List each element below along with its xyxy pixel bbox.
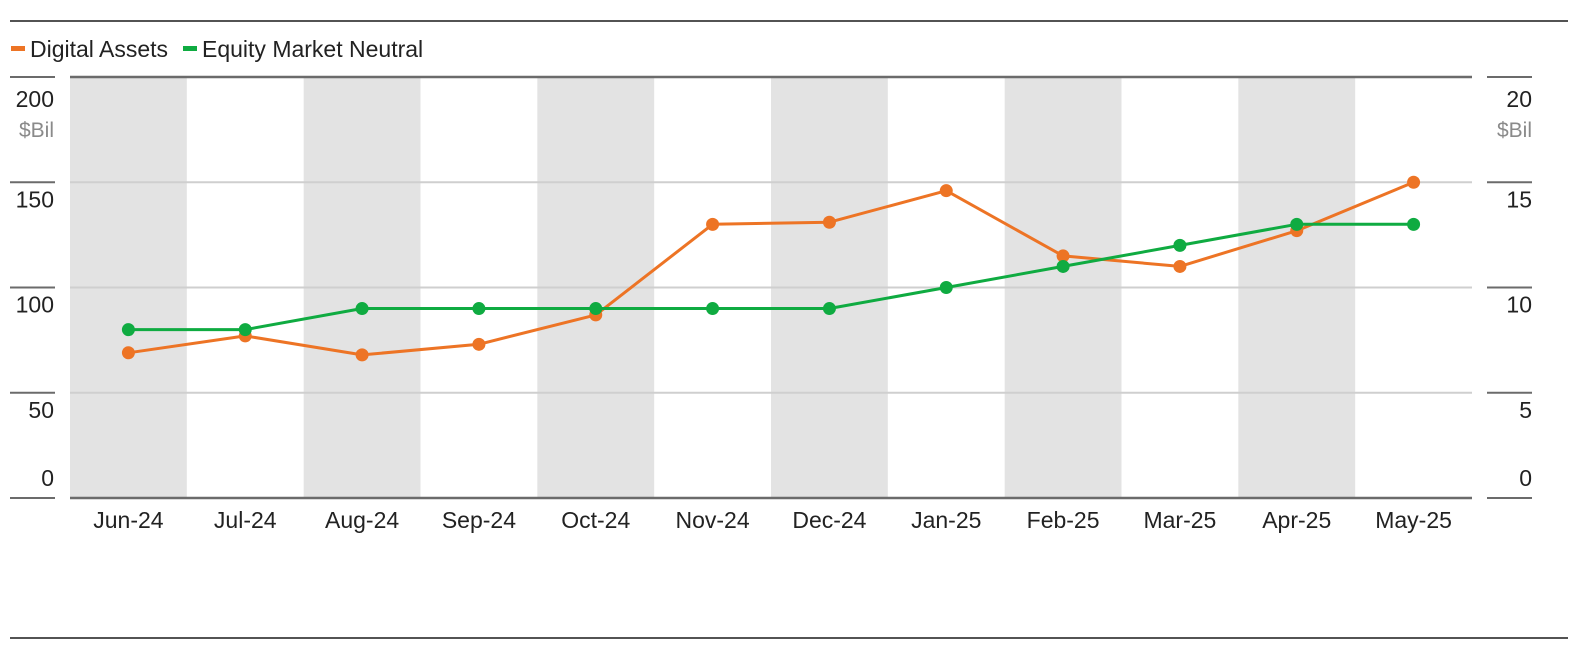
left-tick-label-50: 50	[28, 397, 54, 423]
series-points	[121, 175, 1421, 362]
legend: Digital Assets Equity Market Neutral	[11, 36, 423, 62]
data-point-equity-market-neutral-jul-24	[238, 323, 252, 337]
data-point-equity-market-neutral-may-25	[1407, 217, 1421, 231]
data-point-digital-assets-aug-24	[355, 348, 369, 362]
data-point-digital-assets-nov-24	[706, 217, 720, 231]
x-tick-label-jan-25: Jan-25	[911, 507, 981, 533]
right-tick-label-10: 10	[1506, 292, 1532, 318]
data-point-digital-assets-sep-24	[472, 337, 486, 351]
x-tick-label-sep-24: Sep-24	[442, 507, 516, 533]
x-tick-label-oct-24: Oct-24	[561, 507, 630, 533]
x-axis-tick-labels: Jun-24 Jul-24 Aug-24 Sep-24 Oct-24 Nov-24 Dec-…	[93, 507, 1452, 533]
data-point-digital-assets-jan-25	[939, 184, 953, 198]
frame-rules	[10, 20, 1568, 639]
data-point-equity-market-neutral-sep-24	[472, 302, 486, 316]
x-tick-label-dec-24: Dec-24	[792, 507, 866, 533]
series-line-digital-assets	[128, 180, 1415, 357]
data-point-equity-market-neutral-oct-24	[589, 302, 603, 316]
x-tick-label-feb-25: Feb-25	[1027, 507, 1100, 533]
left-tick-label-0: 0	[41, 465, 54, 491]
right-axis-tick-labels: $Bil 0 5 10 15 20	[1497, 86, 1532, 491]
data-point-equity-market-neutral-aug-24	[355, 302, 369, 316]
data-point-digital-assets-jun-24	[121, 346, 135, 360]
left-tick-label-100: 100	[16, 292, 54, 318]
legend-label-equity-market-neutral: Equity Market Neutral	[202, 36, 423, 62]
left-tick-label-200: 200	[16, 86, 54, 112]
x-tick-label-jun-24: Jun-24	[93, 507, 164, 533]
x-tick-label-may-25: May-25	[1375, 507, 1452, 533]
right-tick-label-15: 15	[1506, 186, 1532, 212]
data-point-equity-market-neutral-jan-25	[939, 281, 953, 294]
data-point-equity-market-neutral-mar-25	[1173, 238, 1187, 252]
data-point-digital-assets-dec-24	[822, 215, 836, 229]
left-tick-label-150: 150	[16, 186, 54, 212]
data-point-equity-market-neutral-feb-25	[1056, 259, 1070, 273]
x-tick-label-jul-24: Jul-24	[214, 507, 277, 533]
right-axis-unit: $Bil	[1497, 119, 1532, 142]
legend-swatch-equity-market-neutral	[183, 46, 197, 51]
data-point-digital-assets-mar-25	[1173, 259, 1187, 273]
x-tick-label-aug-24: Aug-24	[325, 507, 399, 533]
right-tick-label-20: 20	[1506, 86, 1532, 112]
data-point-digital-assets-may-25	[1407, 175, 1421, 189]
legend-label-digital-assets: Digital Assets	[30, 36, 168, 62]
left-axis-unit: $Bil	[19, 119, 54, 142]
data-point-digital-assets-feb-25	[1056, 249, 1070, 263]
data-point-equity-market-neutral-dec-24	[822, 302, 836, 316]
data-point-equity-market-neutral-apr-25	[1290, 217, 1304, 231]
legend-item-equity-market-neutral: Equity Market Neutral	[183, 36, 423, 62]
data-point-equity-market-neutral-nov-24	[706, 302, 720, 316]
legend-swatch-digital-assets	[11, 46, 25, 51]
series-line-equity-market-neutral	[128, 222, 1414, 332]
left-axis-tick-labels: $Bil 0 50 100 150 200	[16, 86, 54, 491]
x-tick-label-nov-24: Nov-24	[676, 507, 750, 533]
axes	[10, 75, 1532, 500]
right-tick-label-5: 5	[1519, 397, 1532, 423]
gridlines	[70, 181, 1472, 394]
data-point-equity-market-neutral-jun-24	[121, 323, 135, 337]
right-tick-label-0: 0	[1519, 465, 1532, 491]
series-lines	[128, 180, 1415, 357]
x-tick-label-mar-25: Mar-25	[1143, 507, 1216, 533]
x-tick-label-apr-25: Apr-25	[1262, 507, 1331, 533]
legend-item-digital-assets: Digital Assets	[11, 36, 168, 62]
